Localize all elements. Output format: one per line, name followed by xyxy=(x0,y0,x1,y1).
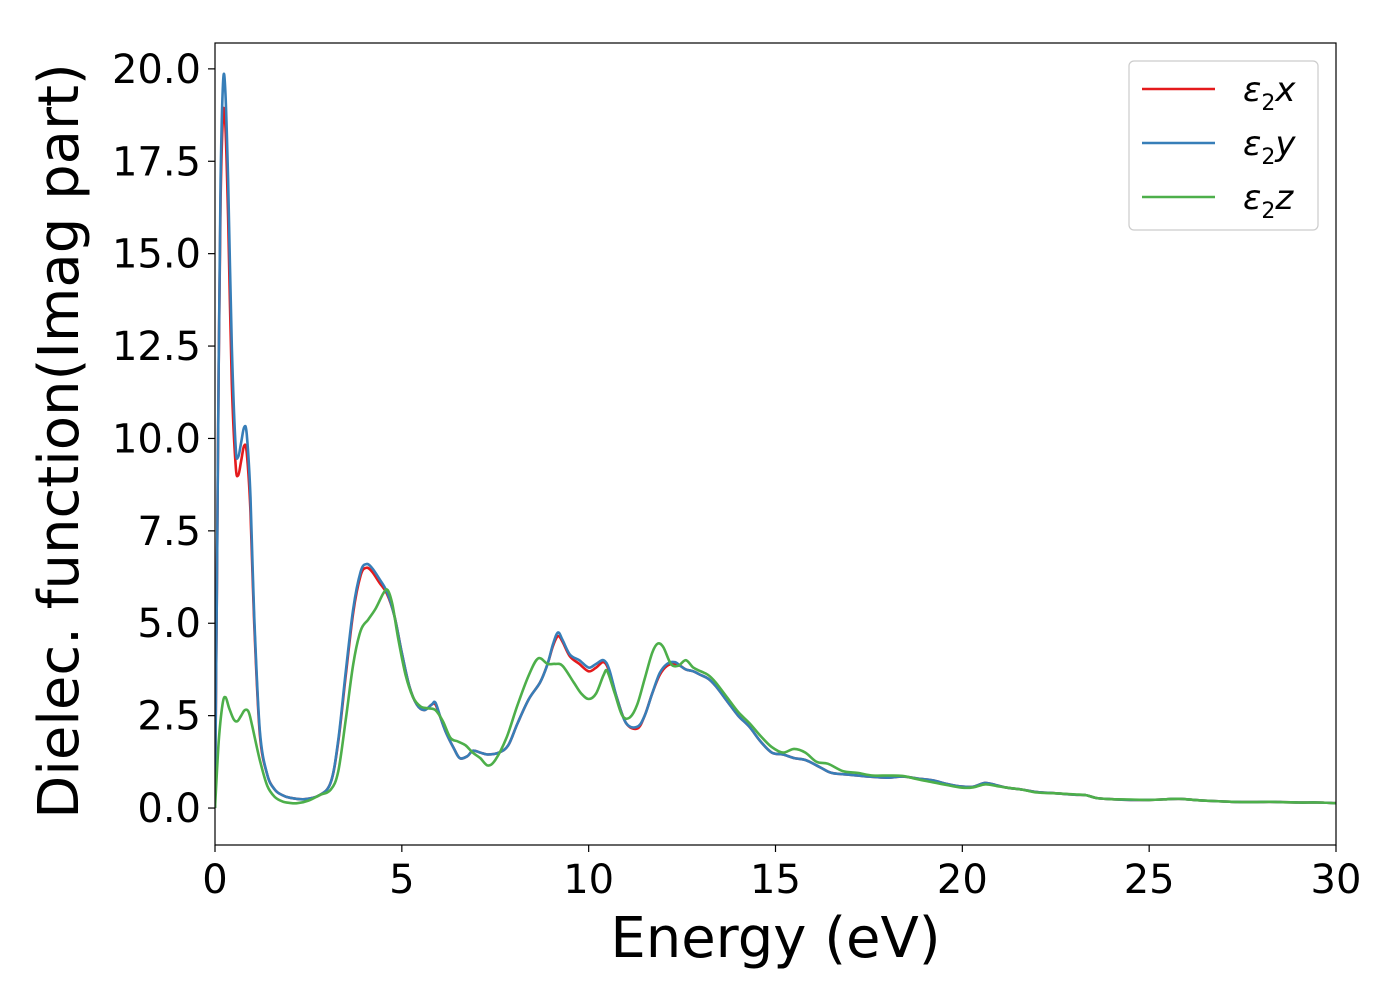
legend-box xyxy=(1128,60,1319,231)
y-axis-label: Dielec. function(Imag part) xyxy=(27,63,92,819)
legend-symbol: ε xyxy=(1243,124,1261,164)
y-tick-label: 15.0 xyxy=(112,232,201,278)
legend-variable: x xyxy=(1274,70,1296,110)
y-tick-label: 12.5 xyxy=(112,324,201,370)
legend-variable: z xyxy=(1274,178,1294,218)
y-tick-label: 10.0 xyxy=(112,416,201,462)
legend-label-z: ε2z xyxy=(1243,178,1294,224)
y-tick-label: 5.0 xyxy=(137,601,201,647)
legend-label-y: ε2y xyxy=(1243,124,1296,170)
x-axis-label: Energy (eV) xyxy=(610,906,940,971)
legend-symbol: ε xyxy=(1243,178,1261,218)
y-tick-label: 17.5 xyxy=(112,139,201,185)
legend-subscript: 2 xyxy=(1261,91,1275,116)
x-tick-label: 25 xyxy=(1124,857,1175,903)
x-tick-label: 5 xyxy=(389,857,414,903)
y-tick-label: 20.0 xyxy=(112,47,201,93)
legend-subscript: 2 xyxy=(1261,199,1275,224)
x-tick-label: 20 xyxy=(937,857,988,903)
series-line-z xyxy=(215,588,1336,809)
x-tick-label: 30 xyxy=(1311,857,1362,903)
legend-label-x: ε2x xyxy=(1243,70,1296,116)
legend-symbol: ε xyxy=(1243,70,1261,110)
y-tick-label: 2.5 xyxy=(137,694,201,740)
series-layer xyxy=(215,72,1336,809)
x-tick-label: 15 xyxy=(750,857,801,903)
x-tick-label: 10 xyxy=(563,857,614,903)
y-tick-label: 7.5 xyxy=(137,509,201,555)
y-axis-ticks: 0.0 2.5 5.0 7.5 10.0 12.5 15.0 17.5 20.0 xyxy=(112,47,215,832)
legend-variable: y xyxy=(1274,124,1296,164)
x-tick-label: 0 xyxy=(202,857,227,903)
legend-subscript: 2 xyxy=(1261,145,1275,170)
y-tick-label: 0.0 xyxy=(137,786,201,832)
x-axis-ticks: 0 5 10 15 20 25 30 xyxy=(202,845,1361,903)
